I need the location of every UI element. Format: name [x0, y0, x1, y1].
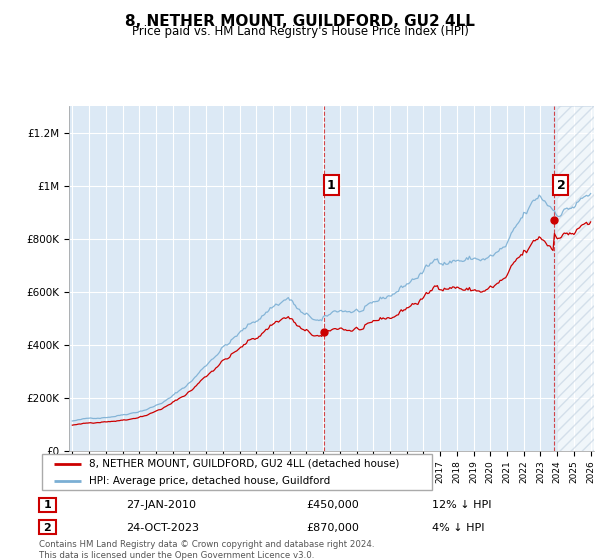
FancyBboxPatch shape — [42, 454, 432, 490]
Text: £450,000: £450,000 — [306, 500, 359, 510]
Text: 2: 2 — [44, 522, 51, 533]
Text: 12% ↓ HPI: 12% ↓ HPI — [432, 500, 491, 510]
Text: 27-JAN-2010: 27-JAN-2010 — [126, 500, 196, 510]
Text: 1: 1 — [44, 500, 51, 510]
Text: HPI: Average price, detached house, Guildford: HPI: Average price, detached house, Guil… — [89, 476, 330, 486]
Bar — [557, 106, 599, 451]
Text: 8, NETHER MOUNT, GUILDFORD, GU2 4LL: 8, NETHER MOUNT, GUILDFORD, GU2 4LL — [125, 14, 475, 29]
Text: 1: 1 — [327, 179, 335, 192]
Text: Price paid vs. HM Land Registry's House Price Index (HPI): Price paid vs. HM Land Registry's House … — [131, 25, 469, 38]
Text: 24-OCT-2023: 24-OCT-2023 — [126, 522, 199, 533]
Text: £870,000: £870,000 — [306, 522, 359, 533]
Text: Contains HM Land Registry data © Crown copyright and database right 2024.
This d: Contains HM Land Registry data © Crown c… — [39, 540, 374, 559]
Text: 2: 2 — [557, 179, 565, 192]
Text: 8, NETHER MOUNT, GUILDFORD, GU2 4LL (detached house): 8, NETHER MOUNT, GUILDFORD, GU2 4LL (det… — [89, 459, 399, 469]
Text: 4% ↓ HPI: 4% ↓ HPI — [432, 522, 485, 533]
